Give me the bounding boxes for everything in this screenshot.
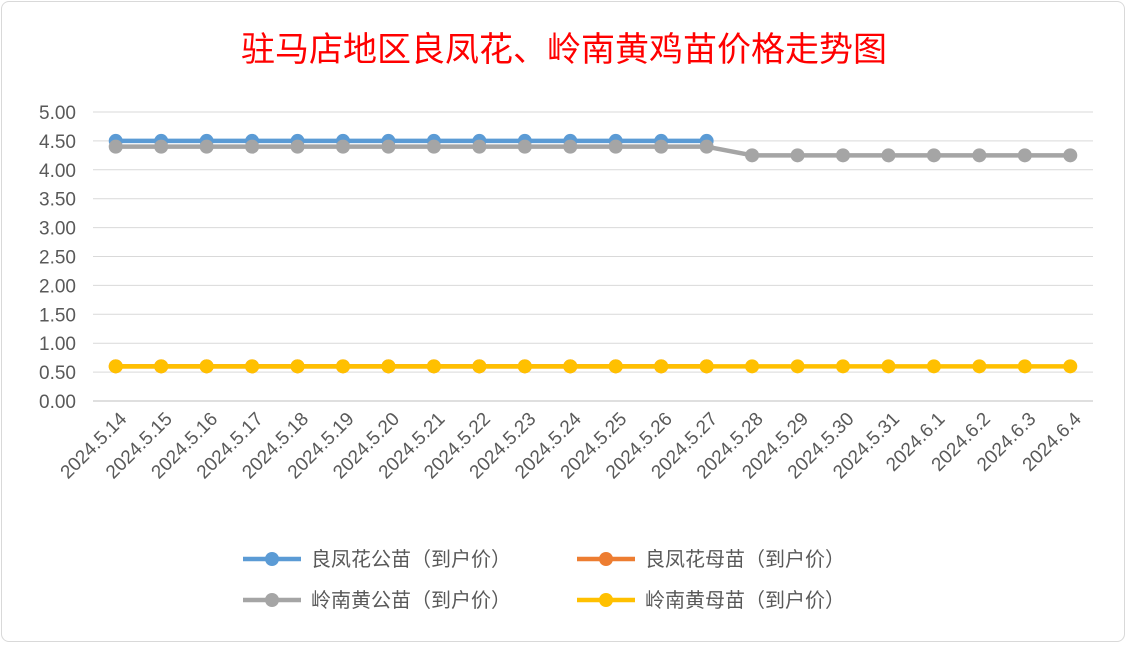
legend-marker [265, 552, 279, 566]
x-axis-ticks: 2024.5.142024.5.152024.5.162024.5.172024… [57, 408, 1086, 483]
y-tick-label: 1.50 [39, 305, 76, 326]
data-point [381, 139, 396, 154]
data-point [608, 359, 623, 374]
legend-item: 良凤花母苗（到户价） [577, 547, 845, 571]
data-point [563, 359, 578, 374]
data-point [290, 359, 305, 374]
series-4 [108, 359, 1078, 374]
data-point [199, 359, 214, 374]
data-point [926, 148, 941, 163]
legend-marker [599, 552, 613, 566]
legend-item: 岭南黄母苗（到户价） [577, 588, 845, 612]
data-point [245, 359, 260, 374]
y-tick-label: 0.50 [39, 363, 76, 384]
legend-label: 良凤花母苗（到户价） [645, 547, 845, 571]
series-line [115, 144, 1071, 158]
legend-item: 岭南黄公苗（到户价） [243, 588, 511, 612]
y-tick-label: 5.00 [39, 103, 76, 124]
data-point [108, 139, 123, 154]
legend-label: 良凤花公苗（到户价） [311, 547, 511, 571]
data-point [836, 148, 850, 163]
data-point [108, 359, 123, 374]
data-point [699, 359, 714, 374]
data-point [381, 359, 396, 374]
data-point [654, 139, 669, 154]
legend-label: 岭南黄公苗（到户价） [311, 588, 511, 612]
data-point [154, 139, 169, 154]
data-point [608, 139, 623, 154]
data-point [472, 139, 487, 154]
data-point [245, 139, 260, 154]
data-point [699, 139, 714, 154]
data-point [563, 139, 578, 154]
y-tick-label: 1.00 [39, 334, 76, 355]
data-point [336, 359, 350, 374]
data-point [654, 359, 669, 374]
data-point [881, 359, 896, 374]
data-point [1017, 359, 1032, 374]
legend: 良凤花公苗（到户价） 良凤花母苗（到户价） 岭南黄公苗（到户价） 岭南黄母苗（到户价） [243, 547, 845, 612]
data-point [790, 148, 805, 163]
data-point [1063, 148, 1078, 163]
data-point [472, 359, 487, 374]
y-tick-label: 4.00 [39, 161, 76, 182]
data-point [517, 139, 532, 154]
y-tick-label: 2.50 [39, 248, 76, 269]
data-point [336, 139, 350, 154]
y-tick-label: 2.00 [39, 276, 76, 297]
data-point [790, 359, 805, 374]
data-point [926, 359, 941, 374]
data-point [199, 139, 214, 154]
data-point [881, 148, 896, 163]
series-group [108, 133, 1078, 374]
data-point [1017, 148, 1032, 163]
y-tick-label: 0.00 [39, 392, 76, 413]
legend-label: 岭南黄母苗（到户价） [645, 588, 845, 612]
data-point [745, 359, 760, 374]
data-point [1063, 359, 1078, 374]
legend-marker [599, 593, 613, 607]
data-point [836, 359, 850, 374]
y-tick-label: 3.50 [39, 190, 76, 211]
data-point [290, 139, 305, 154]
data-point [517, 359, 532, 374]
series-3 [108, 139, 1078, 163]
legend-item: 良凤花公苗（到户价） [243, 547, 511, 571]
y-tick-label: 4.50 [39, 132, 76, 153]
data-point [745, 148, 760, 163]
data-point [972, 148, 987, 163]
data-point [154, 359, 169, 374]
y-tick-label: 3.00 [39, 219, 76, 240]
data-point [426, 359, 441, 374]
chart-title: 驻马店地区良凤花、岭南黄鸡苗价格走势图 [241, 30, 887, 70]
y-axis-ticks: 0.00 0.50 1.00 1.50 2.00 2.50 3.00 3.50 4.00 4.50… [39, 103, 76, 413]
data-point [426, 139, 441, 154]
data-point [972, 359, 987, 374]
legend-marker [265, 593, 279, 607]
